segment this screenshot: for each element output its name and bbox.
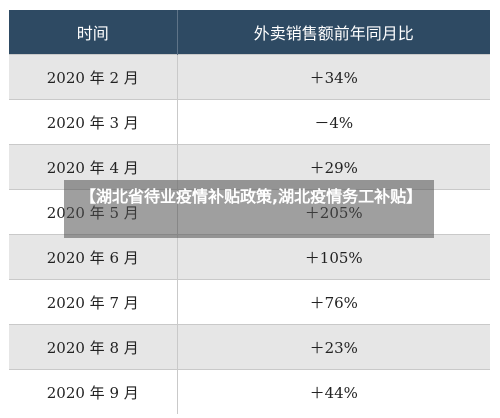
table-row: 2020 年 3 月 －4%	[9, 99, 490, 145]
row-month-cell: 2020 年 9 月	[9, 369, 178, 414]
table-row: 2020 年 9 月 ＋44%	[9, 369, 490, 414]
row-month-cell: 2020 年 2 月	[9, 54, 178, 100]
row-value-cell: ＋23%	[177, 324, 490, 370]
row-month-cell: 2020 年 6 月	[9, 234, 178, 280]
row-month-cell: 2020 年 7 月	[9, 279, 178, 325]
table-row: 2020 年 8 月 ＋23%	[9, 324, 490, 370]
table-row: 2020 年 6 月 ＋105%	[9, 234, 490, 280]
row-value-cell: ＋44%	[177, 369, 490, 414]
row-value-cell: ＋105%	[177, 234, 490, 280]
row-month-cell: 2020 年 3 月	[9, 99, 178, 145]
header-sales-yoy: 外卖销售额前年同月比	[177, 10, 490, 55]
row-value-cell: －4%	[177, 99, 490, 145]
row-month-cell: 2020 年 8 月	[9, 324, 178, 370]
table-row: 2020 年 7 月 ＋76%	[9, 279, 490, 325]
table-row: 2020 年 2 月 ＋34%	[9, 54, 490, 100]
caption-overlay: 【湖北省待业疫情补贴政策,湖北疫情务工补贴】	[64, 180, 434, 238]
row-value-cell: ＋76%	[177, 279, 490, 325]
row-value-cell: ＋34%	[177, 54, 490, 100]
header-time: 时间	[9, 10, 178, 55]
table-header-row: 时间 外卖销售额前年同月比	[9, 10, 490, 55]
